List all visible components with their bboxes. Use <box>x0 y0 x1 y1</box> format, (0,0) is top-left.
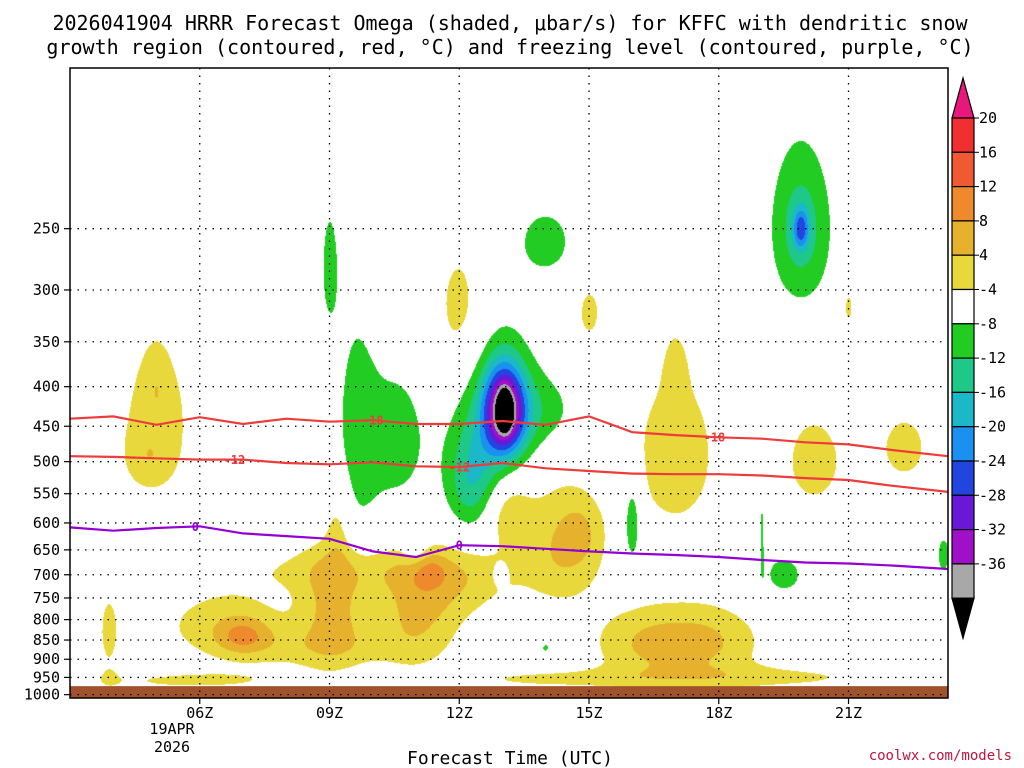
contour-line--12 <box>69 455 949 493</box>
credit-text: coolwx.com/models <box>869 748 1012 764</box>
colorbar-bin <box>951 460 975 496</box>
colorbar-bin <box>951 426 975 462</box>
colorbar-bin <box>951 151 975 188</box>
colorbar-label: 8 <box>979 212 988 230</box>
contour-label-0: 0 <box>456 539 463 553</box>
contour-label--12: -12 <box>448 461 470 475</box>
x-tick-label-15Z: 15Z <box>575 704 602 722</box>
contour-line-0 <box>69 525 949 571</box>
x-tick-label-12Z: 12Z <box>446 704 473 722</box>
y-tick-label-400: 400 <box>33 378 60 396</box>
colorbar-label: 12 <box>979 178 997 196</box>
plot-frame <box>69 67 949 699</box>
colorbar-label: -36 <box>979 555 1006 573</box>
colorbar-label: 20 <box>979 109 997 127</box>
colorbar-label: -8 <box>979 315 997 333</box>
chart-title-line1: 2026041904 HRRR Forecast Omega (shaded, … <box>52 11 968 35</box>
colorbar-bin <box>951 220 975 256</box>
contour-label-0: 0 <box>192 520 199 534</box>
colorbar-label: 4 <box>979 246 988 264</box>
colorbar-bin <box>951 254 975 291</box>
surface-ground <box>70 686 948 698</box>
y-tick-label-300: 300 <box>33 281 60 299</box>
y-tick-label-800: 800 <box>33 611 60 629</box>
y-tick-label-900: 900 <box>33 650 60 668</box>
y-tick-label-650: 650 <box>33 541 60 559</box>
contour-lines: -18 -18 -12 -12 0 0 <box>69 414 949 571</box>
date-label-year: 2026 <box>154 738 190 756</box>
colorbar-label: -4 <box>979 281 997 299</box>
colorbar: 20 16 12 8 4 -4 -8 -12 -16 -20 -24 -28 -32 -36 <box>951 75 1006 641</box>
contour-label--12: -12 <box>224 453 246 467</box>
y-axis-ticks: 2503003504004505005506006507007508008509… <box>24 220 70 704</box>
y-tick-label-350: 350 <box>33 333 60 351</box>
colorbar-label: -32 <box>979 521 1006 539</box>
surface-layer <box>70 686 948 698</box>
x-tick-label-21Z: 21Z <box>835 704 862 722</box>
colorbar-bin <box>951 528 975 565</box>
colorbar-bin <box>951 391 975 428</box>
colorbar-bin <box>951 117 975 153</box>
x-tick-label-06Z: 06Z <box>186 704 213 722</box>
colorbar-bin <box>951 323 975 359</box>
colorbar-bin <box>951 494 975 531</box>
grid-lines <box>70 68 948 698</box>
colorbar-top-arrow <box>951 75 975 119</box>
x-axis-title: Forecast Time (UTC) <box>407 748 613 768</box>
colorbar-label: -28 <box>979 486 1006 504</box>
y-tick-label-1000: 1000 <box>24 686 60 704</box>
y-tick-label-850: 850 <box>33 631 60 649</box>
colorbar-label: -12 <box>979 349 1006 367</box>
y-tick-label-500: 500 <box>33 453 60 471</box>
colorbar-bin <box>951 288 975 325</box>
colorbar-label: -24 <box>979 452 1006 470</box>
colorbar-bin <box>951 186 975 222</box>
colorbar-bin <box>951 357 975 394</box>
y-tick-label-700: 700 <box>33 566 60 584</box>
contour-line--18 <box>69 415 949 458</box>
omega-shading <box>70 68 948 698</box>
contour-label--18: -18 <box>362 414 384 428</box>
y-tick-label-250: 250 <box>33 220 60 238</box>
colorbar-bottom-arrow <box>951 597 975 641</box>
y-tick-label-550: 550 <box>33 485 60 503</box>
colorbar-bin <box>951 563 975 599</box>
colorbar-label: -20 <box>979 418 1006 436</box>
x-tick-label-18Z: 18Z <box>705 704 732 722</box>
contour-label--18: -18 <box>704 431 726 445</box>
x-tick-label-09Z: 09Z <box>316 704 343 722</box>
colorbar-label: 16 <box>979 143 997 161</box>
y-tick-label-750: 750 <box>33 589 60 607</box>
x-axis-ticks: 06Z 09Z 12Z 15Z 18Z 21Z <box>186 698 862 722</box>
chart-title-line2: growth region (contoured, red, °C) and f… <box>46 35 973 59</box>
y-tick-label-600: 600 <box>33 514 60 532</box>
y-tick-label-950: 950 <box>33 668 60 686</box>
date-label-day: 19APR <box>149 720 195 738</box>
colorbar-label: -16 <box>979 383 1006 401</box>
y-tick-label-450: 450 <box>33 417 60 435</box>
